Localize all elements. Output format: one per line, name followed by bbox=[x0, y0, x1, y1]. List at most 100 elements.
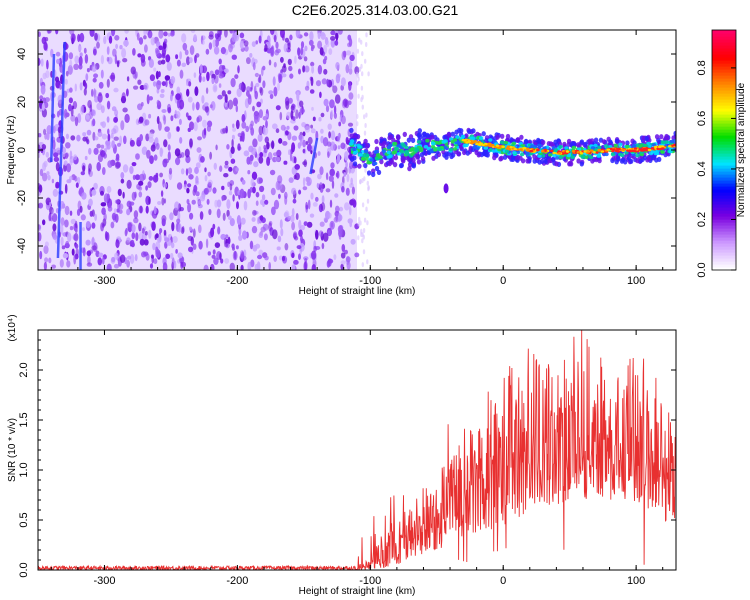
signal-speckle bbox=[654, 134, 660, 140]
noise-speckle bbox=[92, 118, 96, 127]
noise-speckle bbox=[255, 191, 260, 198]
signal-speckle bbox=[400, 149, 405, 154]
signal-core bbox=[621, 148, 626, 151]
noise-speckle bbox=[148, 132, 154, 139]
signal-speckle bbox=[379, 159, 384, 165]
noise-speckle bbox=[93, 48, 97, 56]
noise-speckle bbox=[215, 144, 218, 151]
signal-speckle bbox=[349, 133, 355, 139]
noise-speckle bbox=[96, 102, 102, 111]
noise-speckle bbox=[351, 186, 355, 195]
noise-speckle bbox=[319, 221, 325, 227]
noise-speckle bbox=[49, 201, 52, 207]
colorbar-title: Normalized spectral amplitude bbox=[736, 82, 747, 217]
noise-speckle bbox=[63, 160, 68, 166]
noise-speckle bbox=[311, 264, 316, 270]
noise-speckle bbox=[155, 172, 159, 178]
noise-speckle bbox=[258, 232, 263, 238]
colorbar-tick-label: 0.6 bbox=[696, 111, 708, 126]
noise-speckle bbox=[358, 216, 361, 222]
noise-speckle bbox=[268, 262, 271, 270]
noise-speckle bbox=[77, 33, 81, 43]
noise-speckle bbox=[81, 192, 87, 200]
noise-speckle bbox=[333, 105, 337, 115]
signal-speckle bbox=[537, 143, 542, 148]
noise-speckle bbox=[236, 87, 242, 98]
signal-core bbox=[650, 147, 655, 150]
noise-speckle bbox=[320, 31, 325, 37]
colorbar-segment bbox=[712, 57, 736, 61]
noise-speckle bbox=[218, 83, 222, 88]
noise-speckle bbox=[224, 68, 229, 73]
noise-speckle bbox=[243, 200, 248, 211]
noise-speckle bbox=[46, 59, 49, 70]
noise-speckle bbox=[304, 45, 308, 52]
noise-speckle bbox=[258, 249, 264, 256]
signal-speckle bbox=[503, 140, 509, 145]
noise-speckle bbox=[50, 48, 54, 58]
noise-speckle bbox=[195, 191, 200, 197]
noise-speckle bbox=[160, 190, 164, 198]
signal-speckle bbox=[588, 155, 594, 159]
noise-speckle bbox=[202, 76, 206, 82]
top-x-tick-label: 100 bbox=[627, 275, 645, 287]
signal-speckle bbox=[469, 136, 474, 141]
noise-speckle bbox=[171, 242, 175, 249]
noise-speckle bbox=[100, 190, 104, 196]
noise-speckle bbox=[110, 221, 115, 229]
noise-speckle bbox=[143, 30, 147, 36]
noise-speckle bbox=[345, 136, 349, 144]
signal-speckle bbox=[382, 140, 387, 146]
noise-speckle bbox=[159, 172, 164, 178]
noise-speckle bbox=[364, 58, 367, 64]
noise-speckle bbox=[187, 96, 193, 103]
noise-speckle bbox=[130, 66, 136, 75]
noise-speckle bbox=[327, 123, 332, 130]
noise-speckle bbox=[230, 158, 236, 164]
noise-speckle bbox=[98, 252, 104, 258]
signal-core bbox=[661, 147, 665, 150]
noise-speckle bbox=[42, 162, 47, 172]
noise-speckle bbox=[232, 250, 238, 261]
signal-speckle bbox=[638, 158, 643, 164]
noise-speckle bbox=[268, 59, 272, 66]
noise-speckle bbox=[214, 242, 221, 249]
noise-speckle bbox=[120, 172, 125, 179]
noise-speckle bbox=[212, 39, 216, 48]
noise-speckle bbox=[230, 77, 236, 88]
noise-speckle bbox=[96, 41, 100, 49]
noise-speckle bbox=[278, 255, 283, 261]
signal-core bbox=[465, 141, 470, 144]
noise-speckle bbox=[260, 98, 263, 104]
noise-speckle bbox=[138, 191, 143, 198]
noise-speckle bbox=[156, 88, 160, 94]
noise-speckle bbox=[100, 144, 105, 149]
noise-speckle bbox=[64, 78, 68, 85]
noise-speckle bbox=[155, 249, 161, 259]
noise-speckle bbox=[198, 224, 202, 234]
noise-speckle bbox=[284, 37, 289, 43]
noise-speckle bbox=[96, 143, 101, 149]
noise-speckle bbox=[41, 103, 45, 111]
noise-speckle bbox=[247, 170, 251, 175]
noise-speckle bbox=[82, 132, 87, 137]
noise-speckle bbox=[125, 227, 128, 235]
noise-speckle bbox=[100, 69, 104, 79]
signal-core bbox=[522, 147, 526, 150]
noise-speckle bbox=[272, 229, 278, 240]
noise-speckle bbox=[345, 63, 350, 74]
noise-speckle bbox=[155, 142, 160, 150]
noise-speckle bbox=[211, 77, 215, 85]
noise-speckle bbox=[205, 87, 209, 94]
noise-speckle bbox=[147, 181, 152, 189]
signal-speckle bbox=[651, 143, 657, 147]
noise-speckle bbox=[189, 138, 193, 148]
signal-core bbox=[481, 143, 486, 147]
noise-speckle bbox=[103, 212, 107, 222]
noise-speckle bbox=[137, 79, 142, 85]
noise-speckle bbox=[244, 45, 249, 52]
noise-speckle bbox=[153, 67, 157, 72]
noise-speckle bbox=[269, 93, 274, 100]
noise-speckle bbox=[298, 229, 303, 237]
noise-speckle bbox=[335, 73, 341, 84]
